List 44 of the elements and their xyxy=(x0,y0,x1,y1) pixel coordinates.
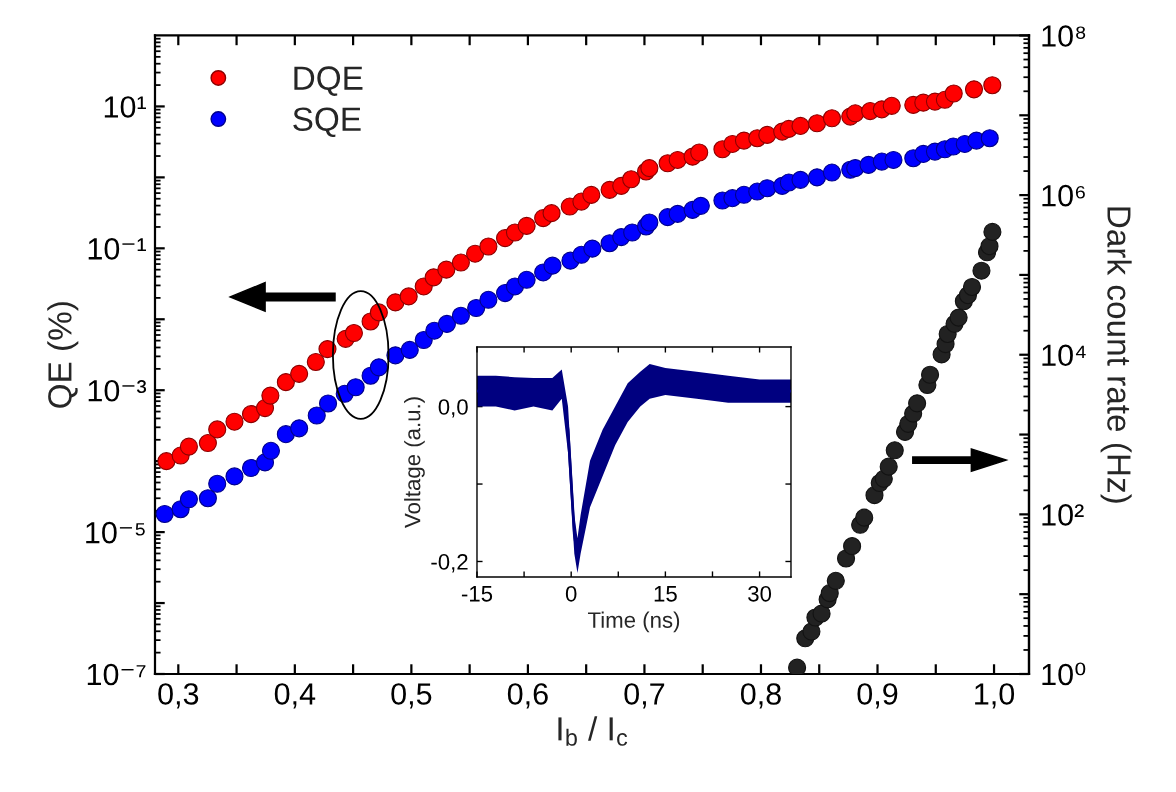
y-tick-label: 10⁻⁷ xyxy=(87,663,146,686)
x-tick-label: 0,5 xyxy=(391,683,432,709)
x-tick-label: 0,8 xyxy=(740,683,781,709)
point xyxy=(921,365,940,384)
y-tick-label: 10⁶ xyxy=(1042,184,1085,207)
point xyxy=(879,457,898,476)
x-tick-label: 0,3 xyxy=(158,683,199,709)
x-axis-title: I$_{b}$ / I$_{c}$ xyxy=(558,716,628,746)
x-tick-label: -15 xyxy=(461,586,493,602)
x-tick-label: 0 xyxy=(565,585,577,602)
point xyxy=(949,308,968,327)
y-tick-label: 10² xyxy=(1042,504,1084,526)
y-tick-label: 10⁻⁵ xyxy=(86,521,145,544)
x-tick-label: 15 xyxy=(654,586,677,602)
point xyxy=(983,222,1002,241)
y-axis-title: Dark count rate (Hz) xyxy=(1100,207,1132,503)
y-tick-label: 10⁻³ xyxy=(88,379,147,402)
y-tick-label: 10⁻¹ xyxy=(88,238,146,260)
y-tick-label: 10⁰ xyxy=(1042,662,1086,686)
x-tick-label: 0,6 xyxy=(507,683,548,709)
x-axis-title: Time (ns) xyxy=(587,611,680,633)
point xyxy=(826,571,845,590)
y-axis-title: QE (%) xyxy=(47,302,79,408)
point xyxy=(908,394,927,413)
x-tick-label: 0,9 xyxy=(857,683,898,709)
y-tick-label: 0,0 xyxy=(438,399,468,418)
point xyxy=(885,441,904,460)
y-axis-title: Voltage (a.u.) xyxy=(404,397,425,528)
x-tick-label: 1,0 xyxy=(975,683,1015,709)
legend-label: DQE xyxy=(294,66,363,96)
y-tick-label: -0,2 xyxy=(431,554,468,573)
point xyxy=(788,658,807,674)
point xyxy=(812,604,831,623)
point xyxy=(855,508,874,527)
point xyxy=(972,261,991,280)
point xyxy=(962,277,982,297)
y-tick-label: 10¹ xyxy=(104,96,146,118)
x-tick-label: 0,7 xyxy=(624,683,665,709)
x-tick-label: 30 xyxy=(748,585,772,602)
x-tick-label: 0,4 xyxy=(274,683,316,709)
legend-label: SQE xyxy=(293,107,361,138)
y-tick-label: 10⁸ xyxy=(1042,25,1086,47)
point xyxy=(843,537,862,556)
y-tick-label: 10⁴ xyxy=(1042,344,1086,367)
